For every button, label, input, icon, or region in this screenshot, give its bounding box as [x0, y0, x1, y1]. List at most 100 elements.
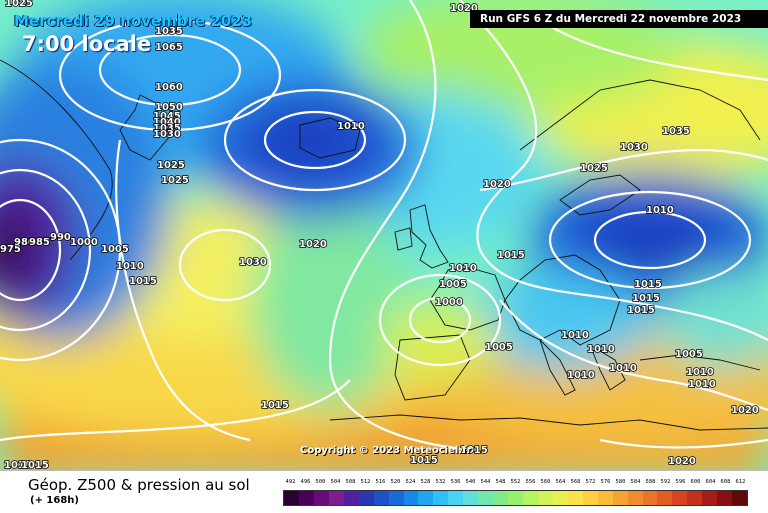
color-scale-swatch: [537, 491, 553, 505]
color-scale-swatch: [343, 491, 359, 505]
color-scale-swatch: [582, 491, 598, 505]
isobar-label: 1005: [485, 342, 513, 353]
legend-title: Géop. Z500 & pression au sol: [28, 476, 250, 494]
isobar-label: 1050: [155, 102, 183, 113]
color-scale-swatch: [552, 491, 568, 505]
color-scale-label: 504: [330, 479, 341, 485]
color-scale-swatch: [373, 491, 389, 505]
isobar-label: 1065: [155, 42, 183, 53]
forecast-map: 1025 1035 1065 1060 1050 1045 1040 1035 …: [0, 0, 768, 470]
color-scale-swatch: [567, 491, 583, 505]
isobar-label: 985: [29, 237, 50, 248]
color-scale-label: 548: [495, 479, 506, 485]
color-scale-swatch: [493, 491, 509, 505]
isobar-label: 1020: [299, 239, 327, 250]
geopotential-field: 1025 1035 1065 1060 1050 1045 1040 1035 …: [0, 0, 768, 470]
color-scale-swatch: [508, 491, 523, 505]
isobar-label: 1030: [239, 257, 267, 268]
color-scale-swatch: [612, 491, 628, 505]
color-scale-swatch: [597, 491, 613, 505]
color-scale-label: 544: [480, 479, 491, 485]
color-scale-label: 524: [405, 479, 416, 485]
isobar-label: 1010: [337, 121, 365, 132]
color-scale-swatch: [418, 491, 434, 505]
isobar-label: 1015: [129, 276, 157, 287]
color-scale-label: 592: [660, 479, 671, 485]
color-scale-label: 552: [510, 479, 521, 485]
isobar-label: 1005: [675, 349, 703, 360]
isobar-label: 1005: [101, 244, 129, 255]
isobar-label: 1015: [497, 250, 525, 261]
isobar-label: 1010: [567, 370, 595, 381]
color-scale-label: 500: [315, 479, 326, 485]
color-scale-label: 604: [705, 479, 716, 485]
isobar-label: 975: [0, 244, 21, 255]
model-run-banner: Run GFS 6 Z du Mercredi 22 novembre 2023: [470, 10, 768, 28]
color-scale-label: 528: [420, 479, 431, 485]
color-scale-swatch: [433, 491, 449, 505]
color-scale-swatch: [657, 491, 673, 505]
color-scale-label: 496: [300, 479, 311, 485]
isobar-label: 1015: [627, 305, 655, 316]
color-scale-label: 560: [540, 479, 551, 485]
color-scale-label: 512: [360, 479, 371, 485]
color-scale-label: 520: [390, 479, 401, 485]
color-scale-swatch: [627, 491, 643, 505]
color-scale-swatch: [702, 491, 718, 505]
forecast-time: 7:00 locale: [22, 32, 152, 56]
isobar-label: 1010: [646, 205, 674, 216]
color-scale-swatch: [403, 491, 419, 505]
isobar-label: 1015: [21, 460, 49, 470]
isobar-label: 1010: [688, 379, 716, 390]
isobar-label: 1010: [587, 344, 615, 355]
color-scale-label: 508: [345, 479, 356, 485]
color-scale-swatch: [388, 491, 404, 505]
isobar-label: 1010: [609, 363, 637, 374]
isobar-label: 1015: [410, 455, 438, 466]
isobar-label: 1010: [449, 263, 477, 274]
color-scale-label: 612: [735, 479, 746, 485]
isobar-label: 1030: [153, 129, 181, 140]
isobar-label: 1020: [731, 405, 759, 416]
color-scale-label: 516: [375, 479, 386, 485]
color-scale-swatch: [358, 491, 374, 505]
copyright-notice: Copyright © 2023 Meteociel.fr: [300, 445, 472, 456]
isobar-label: 1060: [155, 82, 183, 93]
isobar-label: 1015: [634, 279, 662, 290]
color-scale-swatch: [523, 491, 538, 505]
isobar-label: 1015: [632, 293, 660, 304]
isobar-label: 1040: [153, 117, 181, 128]
isobar-label: 1025: [5, 0, 33, 9]
color-scale-label: 600: [690, 479, 701, 485]
color-scale-swatch: [717, 491, 733, 505]
color-scale-swatch: [672, 491, 688, 505]
color-scale-label: 572: [585, 479, 596, 485]
color-scale-swatch: [284, 491, 299, 505]
isobar-label: 1015: [261, 400, 289, 411]
color-scale-labels: 492 496 500 504 508 512 516 520 524 528 532 536 540 5…: [280, 479, 750, 487]
color-scale-label: 588: [645, 479, 656, 485]
isobar-label: 1010: [686, 367, 714, 378]
isobar-label: 1010: [561, 330, 589, 341]
color-scale-label: 556: [525, 479, 536, 485]
isobar-label: 1025: [161, 175, 189, 186]
color-scale-label: 596: [675, 479, 686, 485]
color-scale-swatch: [687, 491, 703, 505]
color-scale-label: 584: [630, 479, 641, 485]
color-scale-label: 568: [570, 479, 581, 485]
isobar-label: 990: [50, 232, 71, 243]
color-scale-swatch: [463, 491, 479, 505]
color-scale-label: 564: [555, 479, 566, 485]
color-scale-swatch: [642, 491, 658, 505]
isobar-label: 1035: [153, 123, 181, 134]
color-scale-swatch: [448, 491, 464, 505]
isobar-label: 1000: [70, 237, 98, 248]
color-scale-swatch: [732, 491, 748, 505]
color-scale-label: 580: [615, 479, 626, 485]
isobar-label: 1035: [155, 26, 183, 37]
isobar-label: 1025: [580, 163, 608, 174]
color-scale-label: 532: [435, 479, 446, 485]
color-scale-swatch: [478, 491, 494, 505]
isobar-label: 1005: [439, 279, 467, 290]
color-scale-label: 536: [450, 479, 461, 485]
